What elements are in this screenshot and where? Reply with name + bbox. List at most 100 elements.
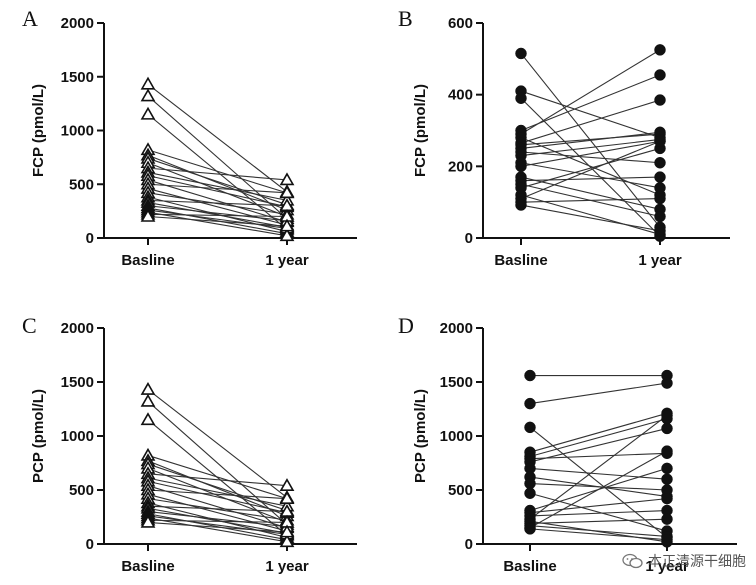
pair-line (529, 418, 668, 458)
pair-line (529, 528, 668, 541)
pair-line (520, 162, 661, 189)
y-tick-label: 0 (465, 536, 473, 553)
panel-c: C PCP (pmol/L) 0 500 1000 1500 2000 Basline 1 ye… (22, 313, 357, 575)
pair-line (147, 460, 288, 517)
pair-line (529, 518, 668, 525)
pair-line (147, 95, 288, 220)
watermark: 本正清源干细胞 (622, 551, 746, 571)
pair-line (520, 198, 661, 203)
y-tick-label: 500 (69, 176, 94, 193)
pair-line (520, 131, 661, 149)
data-point (140, 88, 156, 102)
pair-line (147, 157, 288, 206)
pair-line (147, 209, 288, 229)
pair-line (520, 151, 661, 164)
x-tick-label: 1 year (265, 558, 309, 575)
data-point (654, 192, 666, 205)
data-point (654, 225, 666, 237)
pair-line (520, 137, 661, 196)
data-point (515, 160, 527, 173)
data-point (140, 381, 156, 395)
y-tick-label: 1000 (61, 123, 94, 140)
pair-line (147, 215, 288, 227)
pair-line (147, 199, 288, 207)
wechat-icon (622, 553, 643, 569)
data-point (661, 492, 673, 505)
pair-line (147, 167, 288, 181)
data-point (515, 47, 527, 60)
pair-line (147, 83, 288, 193)
pair-line (147, 175, 288, 208)
data-point (524, 523, 536, 535)
data-point (140, 412, 156, 426)
pair-line (520, 74, 661, 132)
panel-b: B FCP (pmol/L) 0 200 400 600 Basline 1 year (398, 6, 730, 269)
pair-line (520, 49, 661, 135)
pair-line (520, 138, 661, 157)
pair-line (147, 505, 288, 513)
data-point (279, 185, 295, 199)
pair-line (529, 509, 668, 517)
y-tick-label: 2000 (61, 320, 94, 337)
data-point (661, 409, 673, 422)
pair-line (147, 515, 288, 535)
pair-line (147, 149, 288, 194)
data-point (279, 218, 295, 232)
pair-line (529, 412, 668, 453)
y-tick-label: 1000 (61, 428, 94, 445)
y-tick-label: 600 (448, 15, 473, 32)
pair-line (147, 454, 288, 500)
data-point (279, 491, 295, 504)
pair-line (520, 140, 661, 167)
data-point (654, 135, 666, 147)
y-tick-label: 2000 (61, 15, 94, 32)
data-point (654, 94, 666, 106)
pair-line (529, 492, 668, 532)
y-tick-label: 0 (465, 230, 473, 247)
x-tick-label: 1 year (265, 252, 309, 269)
pair-line (520, 176, 661, 182)
pair-line (147, 162, 288, 218)
y-axis-title: FCP (pmol/L) (30, 84, 47, 177)
pair-line (147, 389, 288, 498)
data-point (661, 462, 673, 475)
pair-line (529, 467, 668, 480)
data-point (654, 157, 666, 169)
watermark-text: 本正清源干细胞 (648, 554, 746, 570)
pair-line (147, 171, 288, 201)
data-point (661, 377, 673, 389)
data-point (524, 487, 536, 499)
panel-letter: B (398, 6, 413, 31)
y-tick-label: 1500 (440, 374, 473, 391)
pair-line (147, 183, 288, 194)
pair-line (147, 211, 288, 237)
data-point (515, 92, 527, 104)
x-tick-label: Basline (494, 252, 547, 269)
data-point (140, 393, 156, 407)
x-tick-label: 1 year (638, 252, 682, 269)
pair-line (147, 477, 288, 507)
pair-line (147, 485, 288, 529)
y-tick-label: 1500 (61, 374, 94, 391)
data-point (654, 44, 666, 56)
y-tick-label: 2000 (440, 320, 473, 337)
y-tick-label: 0 (86, 536, 94, 553)
pair-line (520, 204, 661, 232)
data-point (279, 228, 295, 242)
data-point (524, 477, 536, 490)
pair-line (147, 467, 288, 523)
data-point (279, 478, 295, 491)
data-point (654, 69, 666, 81)
pair-line (529, 415, 668, 520)
data-point (140, 514, 156, 528)
panel-letter: C (22, 313, 37, 338)
pair-line (520, 90, 661, 139)
pair-line (147, 401, 288, 525)
pair-line (147, 489, 288, 500)
pair-line (147, 511, 288, 528)
y-tick-label: 400 (448, 87, 473, 104)
pair-line (529, 498, 668, 514)
y-tick-label: 500 (69, 482, 94, 499)
pair-line (529, 452, 668, 460)
